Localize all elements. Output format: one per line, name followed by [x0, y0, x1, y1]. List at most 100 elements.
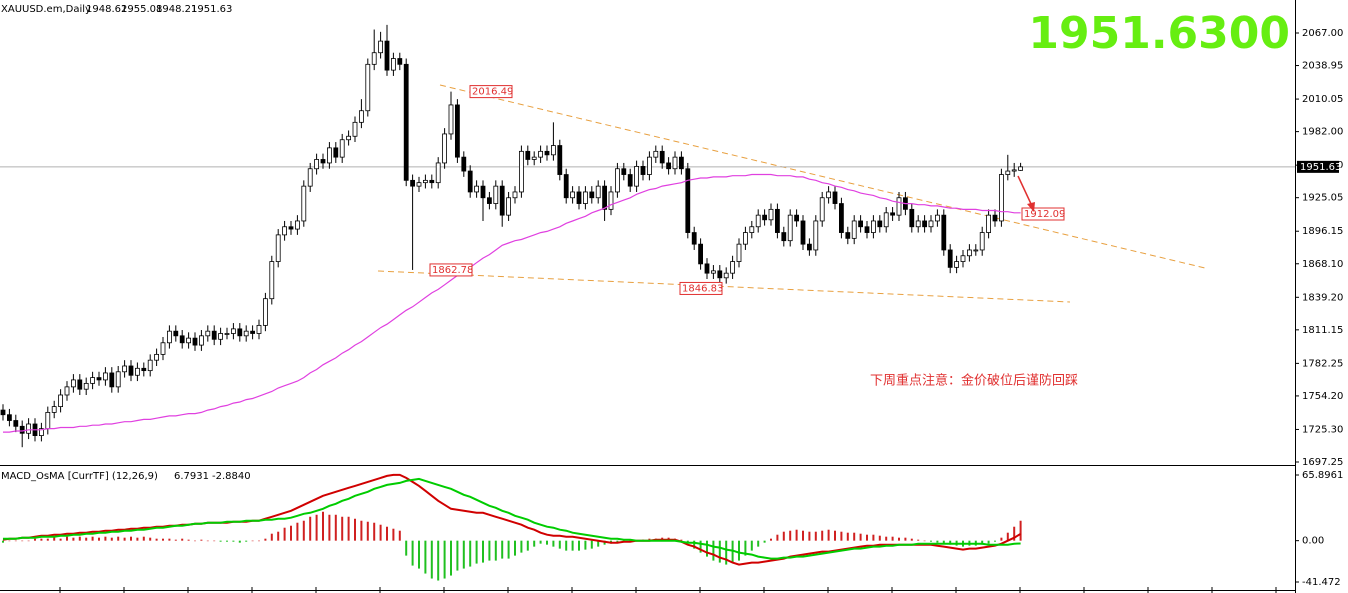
osma-bar	[91, 536, 94, 541]
osma-bar	[200, 539, 203, 541]
candle-body	[570, 191, 575, 199]
candle-body	[103, 372, 108, 381]
candle-body	[845, 232, 851, 239]
candle-body	[800, 220, 806, 245]
y-tick-label: -41.472	[1302, 577, 1341, 588]
osma-bar	[347, 516, 350, 541]
candle-body	[410, 179, 416, 187]
candle-body	[96, 377, 102, 381]
osma-bar	[552, 540, 555, 547]
osma-bar	[770, 538, 772, 541]
osma-bar	[85, 537, 88, 541]
candle-body	[333, 147, 339, 158]
macd-pane: 65.8961 0.00 -41.472	[2, 470, 1343, 588]
osma-bar	[213, 540, 216, 542]
candle-body	[640, 166, 646, 175]
candle-body	[589, 191, 595, 199]
candle-body	[941, 214, 947, 251]
candle-body	[544, 150, 550, 156]
osma-bar	[405, 540, 408, 556]
ohlc-low: 1948.21	[156, 4, 197, 15]
osma-bar	[264, 538, 267, 541]
macd-title: MACD_OsMA [CurrTF] (12,26,9)	[1, 471, 158, 482]
candle-body	[64, 386, 70, 396]
osma-bar	[277, 531, 280, 541]
candle-body	[378, 40, 384, 54]
candle-body	[922, 220, 927, 228]
candle-body	[538, 150, 543, 158]
osma-bar	[693, 540, 696, 549]
candle-body	[160, 342, 166, 355]
osma-bar	[322, 511, 324, 541]
osma-bar	[117, 536, 120, 541]
osma-bar	[878, 535, 881, 541]
osma-bar	[123, 537, 126, 541]
osma-bar	[104, 536, 107, 541]
osma-bar	[744, 540, 747, 556]
osma-bar	[130, 536, 132, 541]
trendline	[439, 84, 1206, 269]
y-tick-label: 1697.25	[1302, 457, 1343, 468]
candle-body	[250, 330, 256, 334]
candle-body	[576, 191, 582, 204]
osma-bar	[712, 540, 715, 561]
annotation: 1862.78	[432, 265, 473, 276]
candle-body	[698, 243, 703, 265]
osma-bar	[302, 520, 305, 541]
candle-body	[602, 185, 607, 210]
osma-bar	[34, 538, 36, 541]
y-tick-label: 1782.25	[1302, 358, 1343, 369]
osma-bar	[539, 540, 542, 544]
y-tick-label: 1754.20	[1302, 391, 1343, 402]
candle-body	[474, 185, 480, 193]
candle-body	[909, 208, 915, 228]
candle-body	[461, 156, 467, 172]
osma-bar	[78, 536, 81, 541]
candle-body	[915, 220, 921, 228]
candle-body	[230, 328, 236, 334]
note: 下周重点注意：金价破位后谨防回踩	[870, 373, 1078, 389]
candle-body	[122, 365, 127, 373]
annotation-box	[469, 85, 513, 99]
osma-bar	[1000, 537, 1003, 541]
candle-body	[128, 365, 134, 376]
candle-body	[83, 382, 89, 390]
candle-body	[301, 185, 307, 222]
candle-body	[947, 249, 953, 268]
candle-body	[403, 63, 409, 181]
y-tick-label: 2038.95	[1302, 61, 1343, 72]
candle-body	[7, 414, 12, 421]
osma-bar	[520, 540, 523, 553]
candle-body	[813, 220, 819, 251]
osma-bar	[597, 540, 600, 547]
osma-bar	[8, 540, 11, 542]
candle-body	[851, 220, 857, 239]
candle-body	[647, 156, 652, 175]
candle-body	[192, 337, 198, 346]
osma-bar	[795, 529, 798, 541]
osma-bar	[782, 531, 785, 541]
osma-bar	[379, 524, 382, 541]
y-tick-label: 0.00	[1302, 536, 1324, 547]
candle-body	[237, 328, 243, 337]
osma-bar	[386, 526, 388, 541]
candle-body	[519, 150, 524, 193]
annotation-box	[1021, 207, 1065, 221]
candle-body	[871, 220, 876, 233]
candle-body	[173, 330, 179, 337]
osma-bar	[72, 537, 75, 541]
candle-body	[179, 335, 185, 344]
osma-bar	[923, 540, 926, 542]
osma-bar	[930, 540, 932, 542]
osma-bar	[616, 540, 619, 543]
osma-bar	[328, 514, 331, 541]
candle-body	[211, 330, 217, 340]
candle-body	[141, 367, 147, 372]
arrow-head	[1027, 202, 1035, 212]
candle-body	[352, 121, 358, 137]
candle-body	[275, 234, 281, 262]
osma-bar	[1013, 526, 1016, 541]
osma-bar	[808, 531, 811, 541]
